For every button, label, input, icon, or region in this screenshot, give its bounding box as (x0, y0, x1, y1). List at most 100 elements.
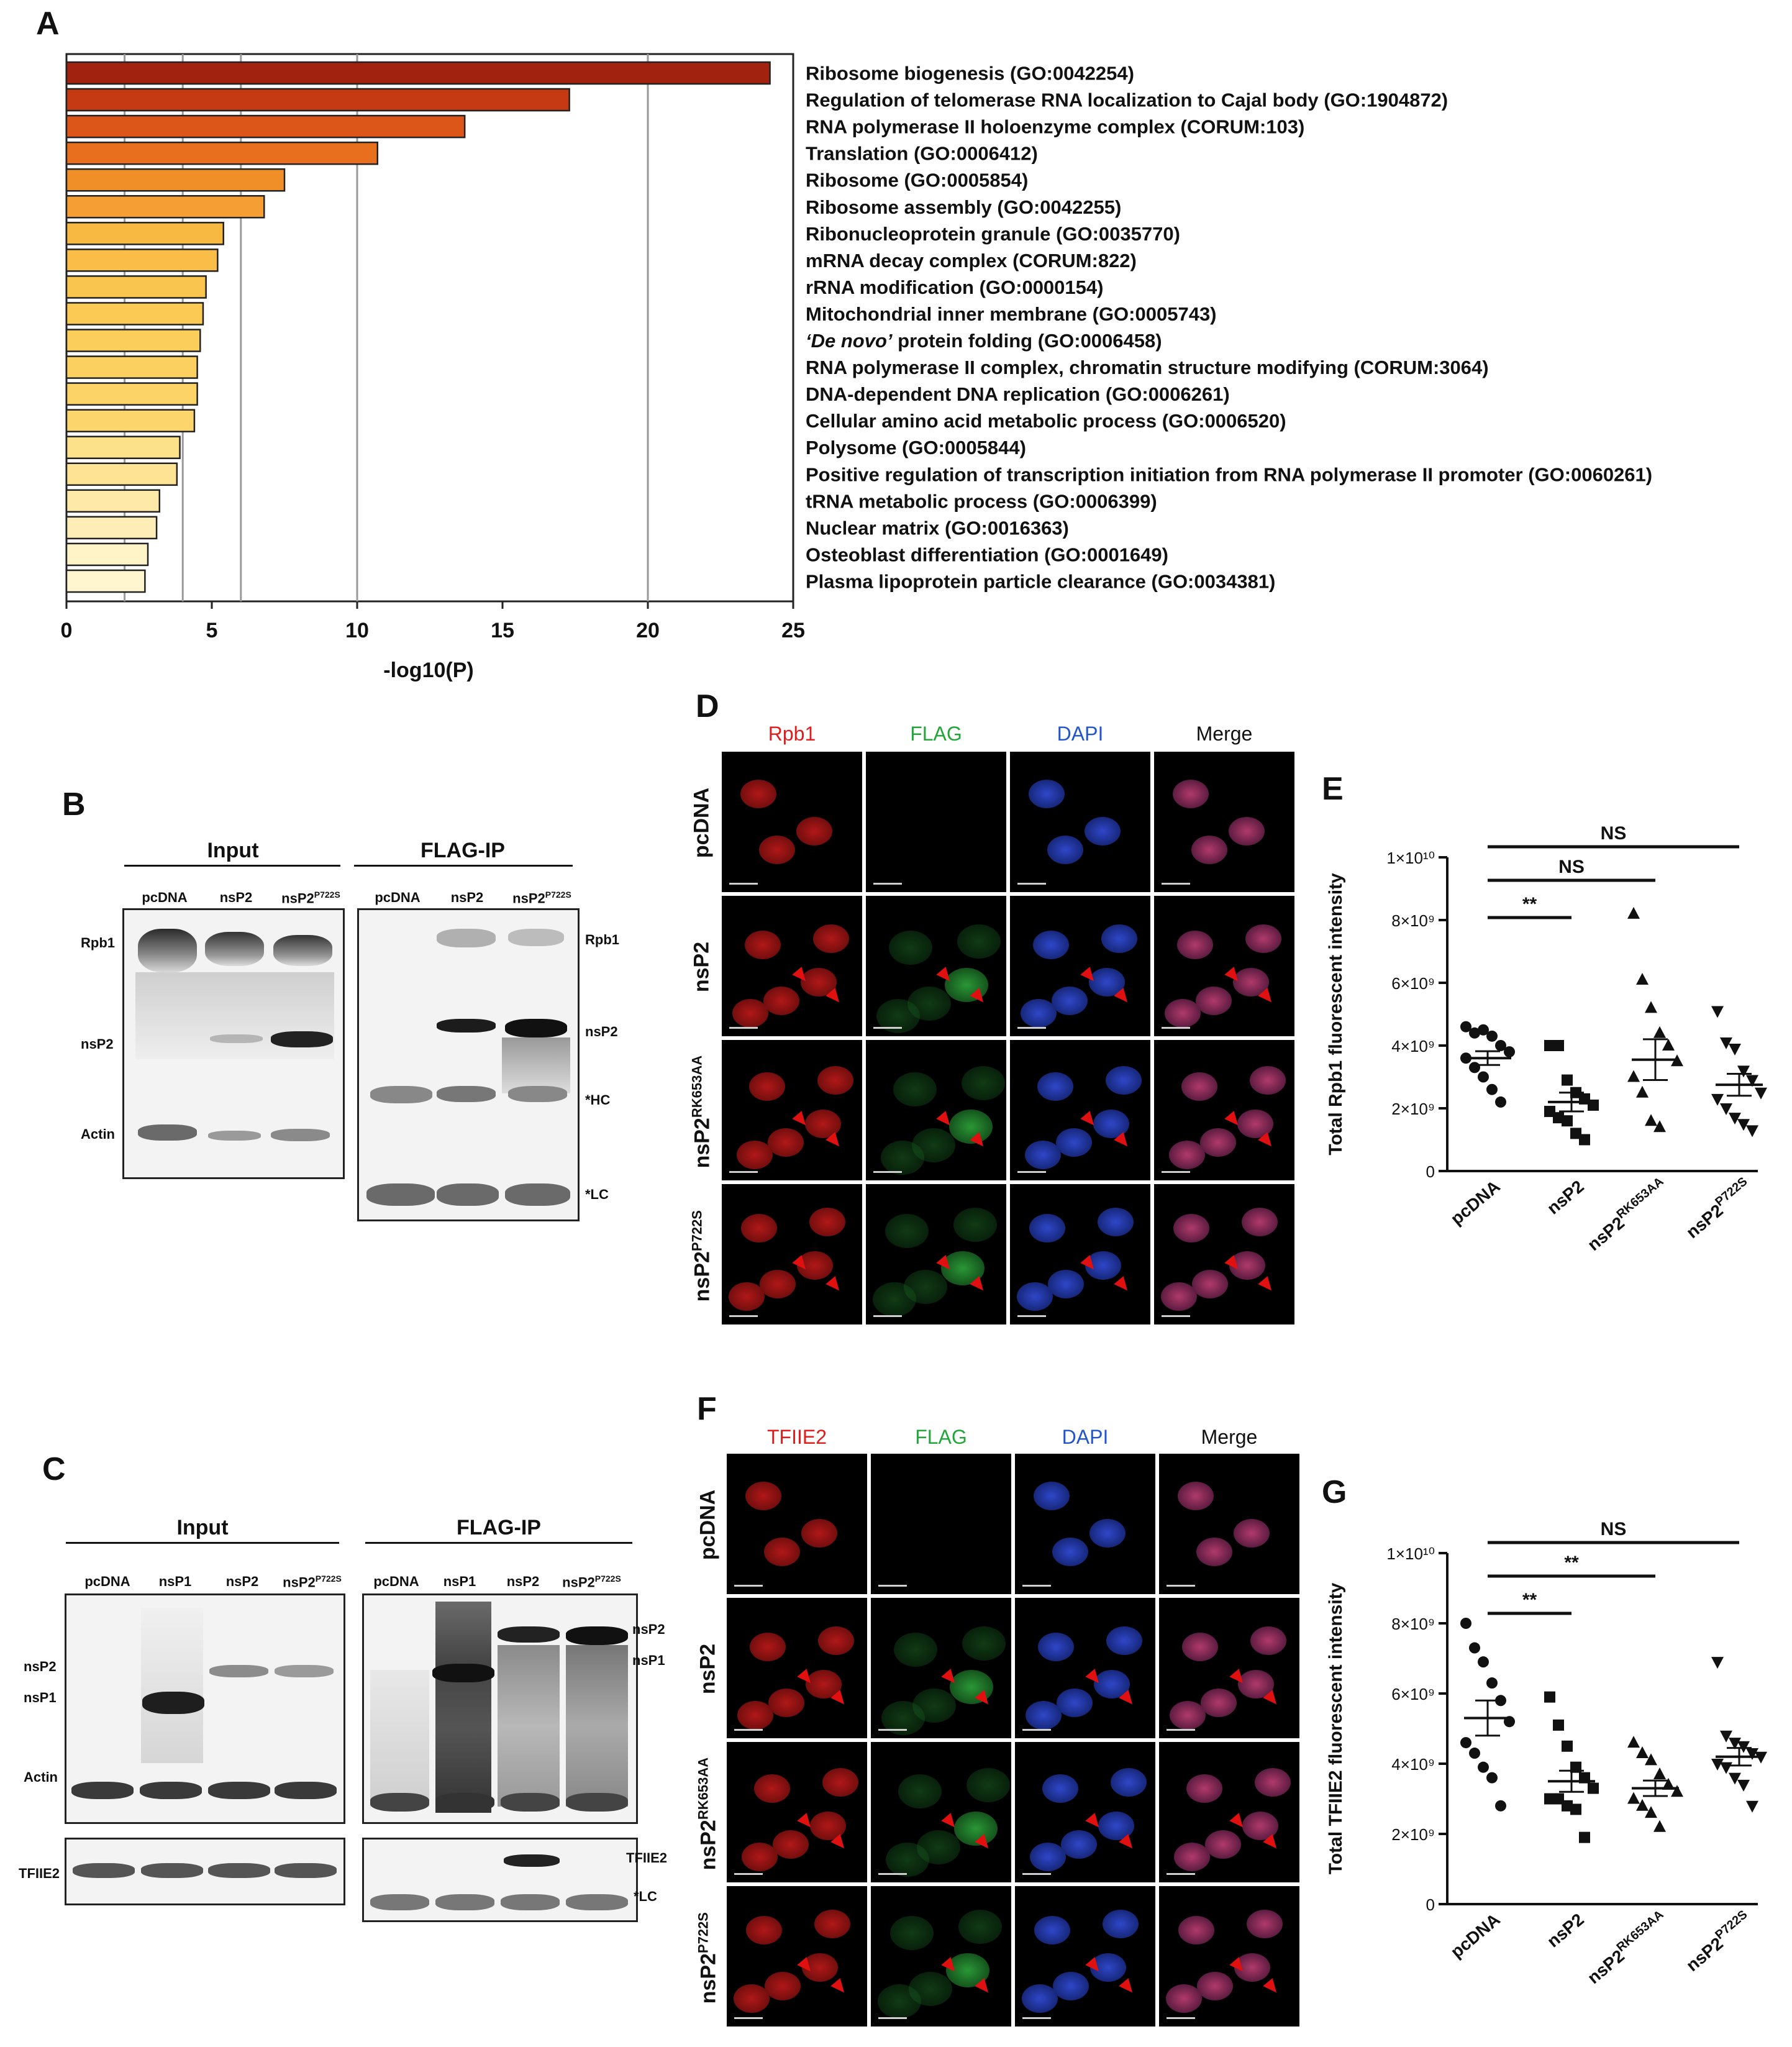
point-0-2 (1478, 1656, 1489, 1668)
point-2-6 (1627, 1792, 1640, 1804)
y-axis-label: Total Rpb1 fluorescent intensity (1326, 873, 1346, 1156)
nucleus (763, 987, 799, 1015)
panel-f-micrograph-r2-c3 (1015, 1598, 1155, 1738)
nucleus (945, 968, 988, 1002)
nucleus (1245, 924, 1281, 953)
point-0-7 (1469, 1062, 1480, 1074)
nucleus (950, 1670, 993, 1704)
nucleus (1017, 1282, 1053, 1311)
nucleus (1033, 931, 1069, 959)
panel-f-micrograph-r4-c4 (1159, 1886, 1299, 2026)
point-1-10 (1579, 1134, 1590, 1146)
panel-c-input-blot (65, 1593, 345, 1824)
nucleus (962, 1626, 1006, 1661)
panel-label-b: B (62, 786, 86, 823)
nucleus (1233, 968, 1269, 996)
panel-d-micrograph-r4-c4 (1154, 1184, 1294, 1324)
xtick-label-2: 10 (345, 619, 369, 642)
panel-c-ip-lane-3: nsP2 (506, 1574, 540, 1589)
ytick-label-3: 6×10⁹ (1391, 974, 1435, 993)
nucleus (904, 1270, 947, 1304)
arrowhead-icon (826, 1276, 844, 1295)
nucleus (1177, 931, 1213, 959)
point-2-4 (1662, 1777, 1675, 1790)
comparison-label-1: ** (1564, 1552, 1579, 1573)
nucleus (1182, 1633, 1218, 1661)
panel-label-f: F (697, 1391, 717, 1427)
xtick-label-4: 20 (636, 619, 660, 642)
panel-c-input-tfiie2-blot (65, 1838, 345, 1905)
scale-bar (729, 1171, 758, 1173)
nucleus (1178, 1916, 1214, 1944)
panel-d-micrograph-r1-c1 (722, 752, 862, 892)
scale-bar (873, 1027, 902, 1029)
nucleus (966, 1768, 1010, 1802)
bar-3 (65, 141, 379, 165)
arrowhead-icon (1119, 1978, 1137, 1997)
nucleus (1161, 1282, 1197, 1311)
point-2-7 (1636, 1085, 1649, 1098)
nucleus (886, 1843, 929, 1877)
point-0-4 (1495, 1695, 1506, 1707)
point-2-9 (1653, 1120, 1666, 1133)
panel-d-row-2: nsP2 (689, 941, 714, 993)
nucleus (1173, 780, 1209, 808)
point-3-6 (1711, 1759, 1724, 1771)
panel-b-ip-underline (354, 865, 573, 867)
x-axis-label: -log10(P) (383, 659, 473, 682)
panel-label-e: E (1322, 771, 1344, 807)
point-3-7 (1720, 1762, 1732, 1774)
panel-f-channel-2: FLAG (915, 1426, 967, 1448)
nucleus (1029, 780, 1065, 808)
category-label-0: pcDNA (1447, 1910, 1503, 1962)
scale-bar (734, 1873, 763, 1875)
panel-d-micrograph-r4-c1 (722, 1184, 862, 1324)
rpb1-intensity-dot-plot: 0 2×10⁹ 4×10⁹ 6×10⁹ 8×10⁹ 1×10¹⁰ Total Rpb1 fl… (1326, 823, 1767, 1254)
panel-b-ip-lane-2: nsP2 (450, 890, 484, 905)
point-0-8 (1478, 1071, 1489, 1083)
nucleus (801, 968, 837, 996)
panel-b-ip-blot (357, 908, 580, 1221)
point-0-10 (1495, 1096, 1506, 1108)
panel-d-channel-1: Rpb1 (768, 723, 816, 745)
tfiie2-intensity-dot-plot: 0 2×10⁹ 4×10⁹ 6×10⁹ 8×10⁹ 1×10¹⁰ Total TFIIE2 … (1326, 1519, 1767, 1987)
scale-bar (1017, 1315, 1046, 1317)
point-0-2 (1478, 1024, 1489, 1036)
nucleus (1247, 1910, 1283, 1938)
ytick-label-3: 6×10⁹ (1391, 1685, 1435, 1703)
nucleus (1056, 1128, 1092, 1157)
nucleus (818, 1626, 854, 1655)
ytick-label-2: 4×10⁹ (1391, 1037, 1435, 1055)
nucleus (729, 1282, 765, 1311)
bar-16 (65, 489, 161, 513)
nucleus (745, 931, 781, 959)
point-0-1 (1469, 1642, 1480, 1654)
panel-b-input-lane-3: nsP2P722S (281, 890, 340, 906)
nucleus (768, 1128, 804, 1157)
xtick-label-1: 5 (206, 619, 218, 642)
nucleus (1034, 1916, 1070, 1944)
nucleus (734, 1984, 770, 2013)
scale-bar (1167, 1873, 1195, 1875)
panel-c-input-lane-4: nsP2P722S (283, 1574, 342, 1590)
panel-b-label-actin: Actin (81, 1126, 115, 1142)
point-3-9 (1737, 1779, 1750, 1792)
bar-15 (65, 462, 178, 486)
nucleus (802, 1953, 838, 1982)
panel-c-label-tfiie2: TFIIE2 (19, 1866, 60, 1881)
nucleus (1111, 1768, 1147, 1797)
scale-bar (873, 1171, 902, 1173)
nucleus (1170, 1701, 1206, 1730)
nucleus (760, 1270, 796, 1298)
scale-bar (1167, 1729, 1195, 1731)
point-2-2 (1645, 1753, 1657, 1766)
ytick-label-1: 2×10⁹ (1391, 1825, 1435, 1844)
point-0-0 (1460, 1618, 1471, 1629)
scale-bar (1017, 1027, 1046, 1029)
ytick-label-5: 1×10¹⁰ (1386, 1544, 1435, 1563)
point-2-0 (1627, 906, 1640, 919)
nucleus (797, 1251, 833, 1280)
point-2-1 (1636, 972, 1649, 985)
panel-d-micrograph-grid (722, 752, 1298, 1328)
panel-f-micrograph-r4-c1 (727, 1886, 867, 2026)
